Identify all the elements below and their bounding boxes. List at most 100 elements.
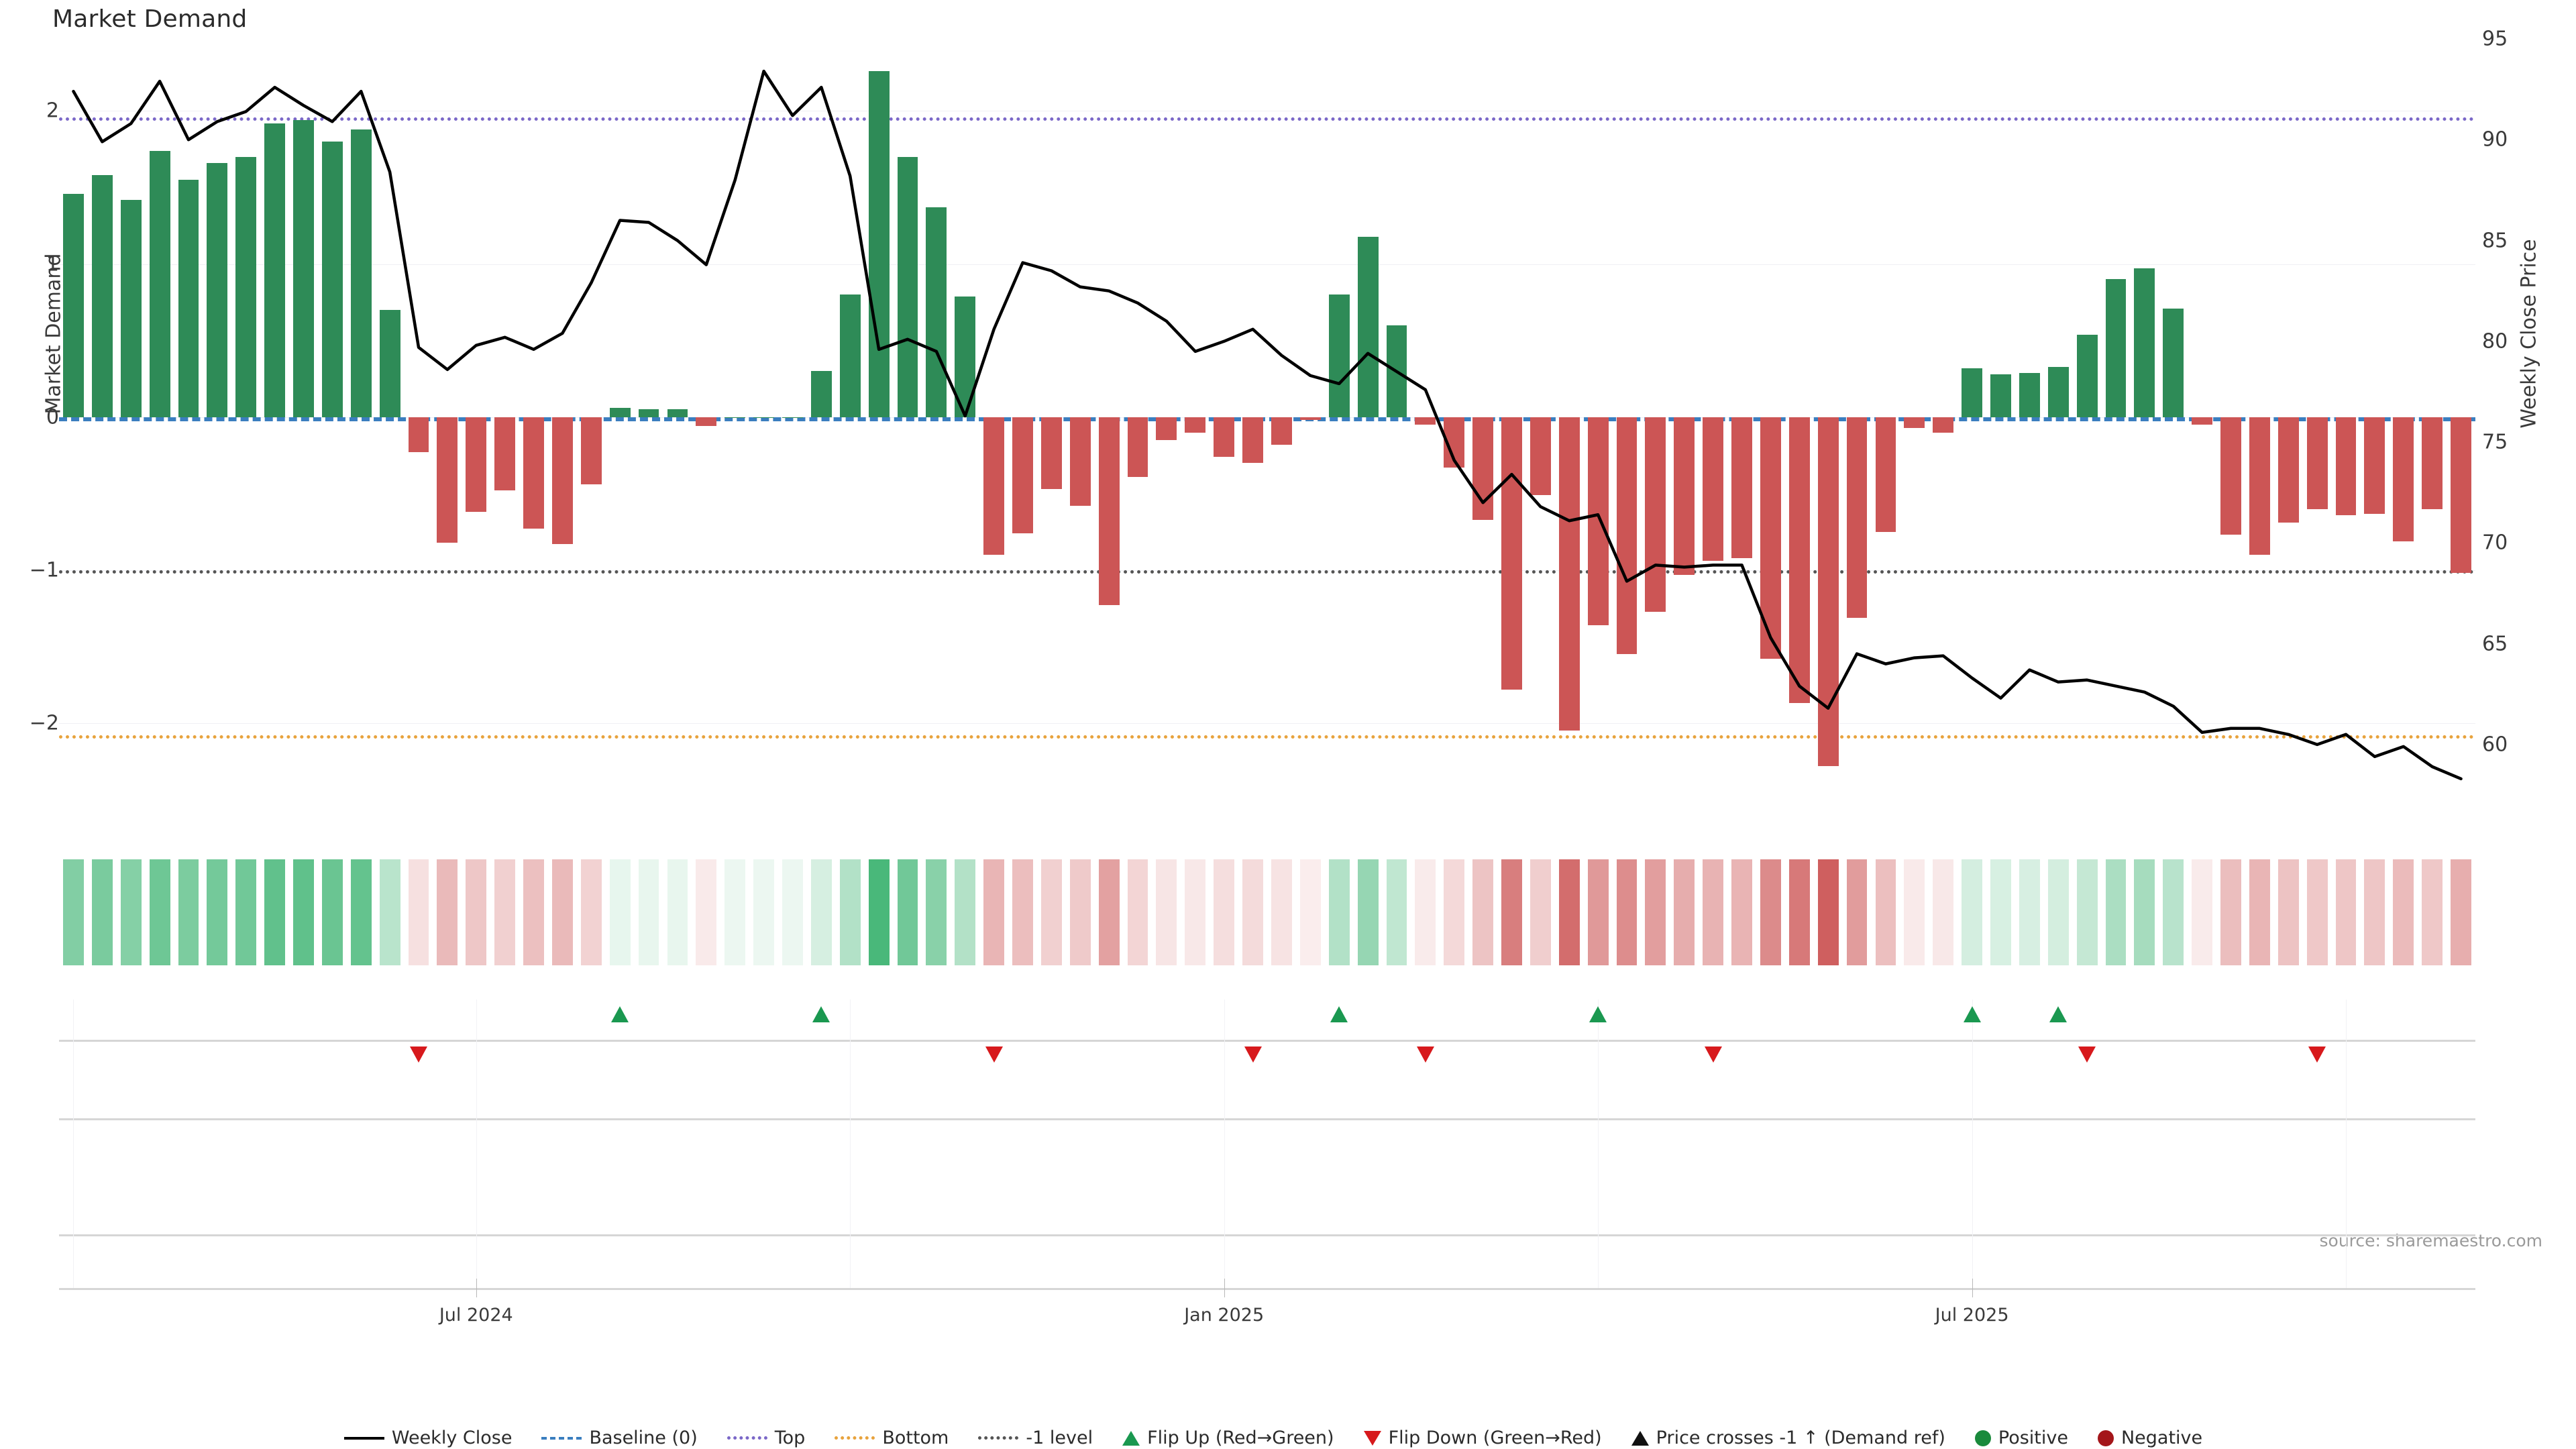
bar (2019, 372, 2040, 417)
y-axis-left-tick: −2 (29, 711, 59, 735)
bar (580, 417, 602, 485)
legend-item[interactable]: -1 level (978, 1428, 1093, 1448)
heat-cell (868, 859, 890, 965)
bar (1731, 417, 1752, 558)
reference-line-baseline-0 (59, 417, 2475, 421)
bar (2163, 308, 2184, 417)
bar (120, 199, 142, 417)
reference-line-bottom (59, 735, 2475, 739)
heat-cell (2306, 859, 2328, 965)
legend-item-label: Top (774, 1428, 806, 1448)
heat-cell (983, 859, 1005, 965)
bar (2277, 417, 2299, 523)
heat-cell (149, 859, 170, 965)
page-title: Market Demand (52, 5, 248, 33)
heat-cell (1012, 859, 1033, 965)
legend-item-label: Positive (1998, 1428, 2068, 1448)
bar (1214, 417, 1235, 458)
heat-cell (1444, 859, 1465, 965)
vertical-gridline (850, 1000, 851, 1288)
bar (1299, 417, 1321, 421)
flip-up-marker (1589, 1006, 1607, 1022)
bar (1185, 417, 1206, 433)
heat-cell (926, 859, 947, 965)
flip-up-marker (1963, 1006, 1981, 1022)
legend-item[interactable]: Flip Up (Red→Green) (1122, 1428, 1334, 1448)
flip-up-marker (812, 1006, 830, 1022)
flip-down-marker (2308, 1046, 2326, 1063)
bar (1242, 417, 1263, 464)
heat-cell (2451, 859, 2471, 965)
legend-item[interactable]: Weekly Close (343, 1428, 512, 1448)
bar (1040, 417, 1062, 489)
heat-cell (1098, 859, 1120, 965)
y-axis-right-tick: 70 (2482, 531, 2508, 555)
heat-cell (1472, 859, 1494, 965)
heat-cell (1242, 859, 1263, 965)
source-credit: source: sharemaestro.com (2319, 1231, 2543, 1250)
heat-cell (1271, 859, 1292, 965)
bar (408, 417, 429, 453)
x-axis-tick-label: Jul 2025 (1935, 1305, 2009, 1326)
negative-dot-icon (2097, 1430, 2114, 1446)
y-axis-right-tick: 60 (2482, 733, 2508, 757)
heat-cell (2335, 859, 2357, 965)
bar (2192, 417, 2213, 425)
y-axis-left-tick: −1 (29, 558, 59, 582)
heat-cell (2393, 859, 2414, 965)
bar (2364, 417, 2385, 514)
bar (2047, 366, 2069, 417)
bar (1127, 417, 1148, 477)
heat-cell (1156, 859, 1177, 965)
heat-cell (1415, 859, 1436, 965)
legend-item-label: Flip Down (Green→Red) (1388, 1428, 1602, 1448)
bar (1529, 417, 1551, 496)
heat-cell (1587, 859, 1609, 965)
legend-item[interactable]: Negative (2097, 1428, 2202, 1448)
heat-cell (466, 859, 487, 965)
bar (1415, 417, 1436, 425)
bar (1501, 417, 1522, 690)
bar (1846, 417, 1868, 618)
legend-item[interactable]: Bottom (835, 1428, 949, 1448)
chart-legend: Weekly Close Baseline (0) Top Bottom -1 leve… (0, 1428, 2576, 1448)
legend-item[interactable]: Baseline (0) (541, 1428, 698, 1448)
heat-cell (667, 859, 688, 965)
legend-item[interactable]: Top (727, 1428, 806, 1448)
heat-cell (580, 859, 602, 965)
legend-item-label: Price crosses -1 ↑ (Demand ref) (1656, 1428, 1945, 1448)
heat-cell (293, 859, 314, 965)
heat-cell (178, 859, 199, 965)
flip-down-marker (985, 1046, 1003, 1063)
heat-cell (2422, 859, 2443, 965)
heat-cell (235, 859, 257, 965)
bar (2422, 417, 2443, 509)
heat-cell (810, 859, 832, 965)
bar (1962, 368, 1982, 417)
heat-cell (1127, 859, 1148, 965)
bar (2220, 417, 2241, 535)
bar (1271, 417, 1292, 445)
lower-panel-divider (59, 1234, 2475, 1236)
weekly-close-line (72, 69, 2463, 781)
heat-cell (753, 859, 774, 965)
legend-item[interactable]: Price crosses -1 ↑ (Demand ref) (1631, 1428, 1945, 1448)
bar (437, 417, 458, 543)
heat-cell (321, 859, 343, 965)
heat-cell (1501, 859, 1522, 965)
heat-cell (350, 859, 372, 965)
bar (696, 417, 717, 427)
heat-cell (724, 859, 746, 965)
legend-item[interactable]: Positive (1974, 1428, 2068, 1448)
legend-item[interactable]: Flip Down (Green→Red) (1363, 1428, 1602, 1448)
heat-cell (1990, 859, 2011, 965)
bar (293, 120, 314, 417)
bar (551, 417, 573, 545)
heat-cell (2192, 859, 2213, 965)
bar (1875, 417, 1896, 532)
bar (868, 71, 890, 417)
heat-cell (63, 859, 84, 965)
vertical-gridline (1224, 1000, 1225, 1288)
bar (1788, 417, 1810, 704)
heat-cell (2249, 859, 2270, 965)
